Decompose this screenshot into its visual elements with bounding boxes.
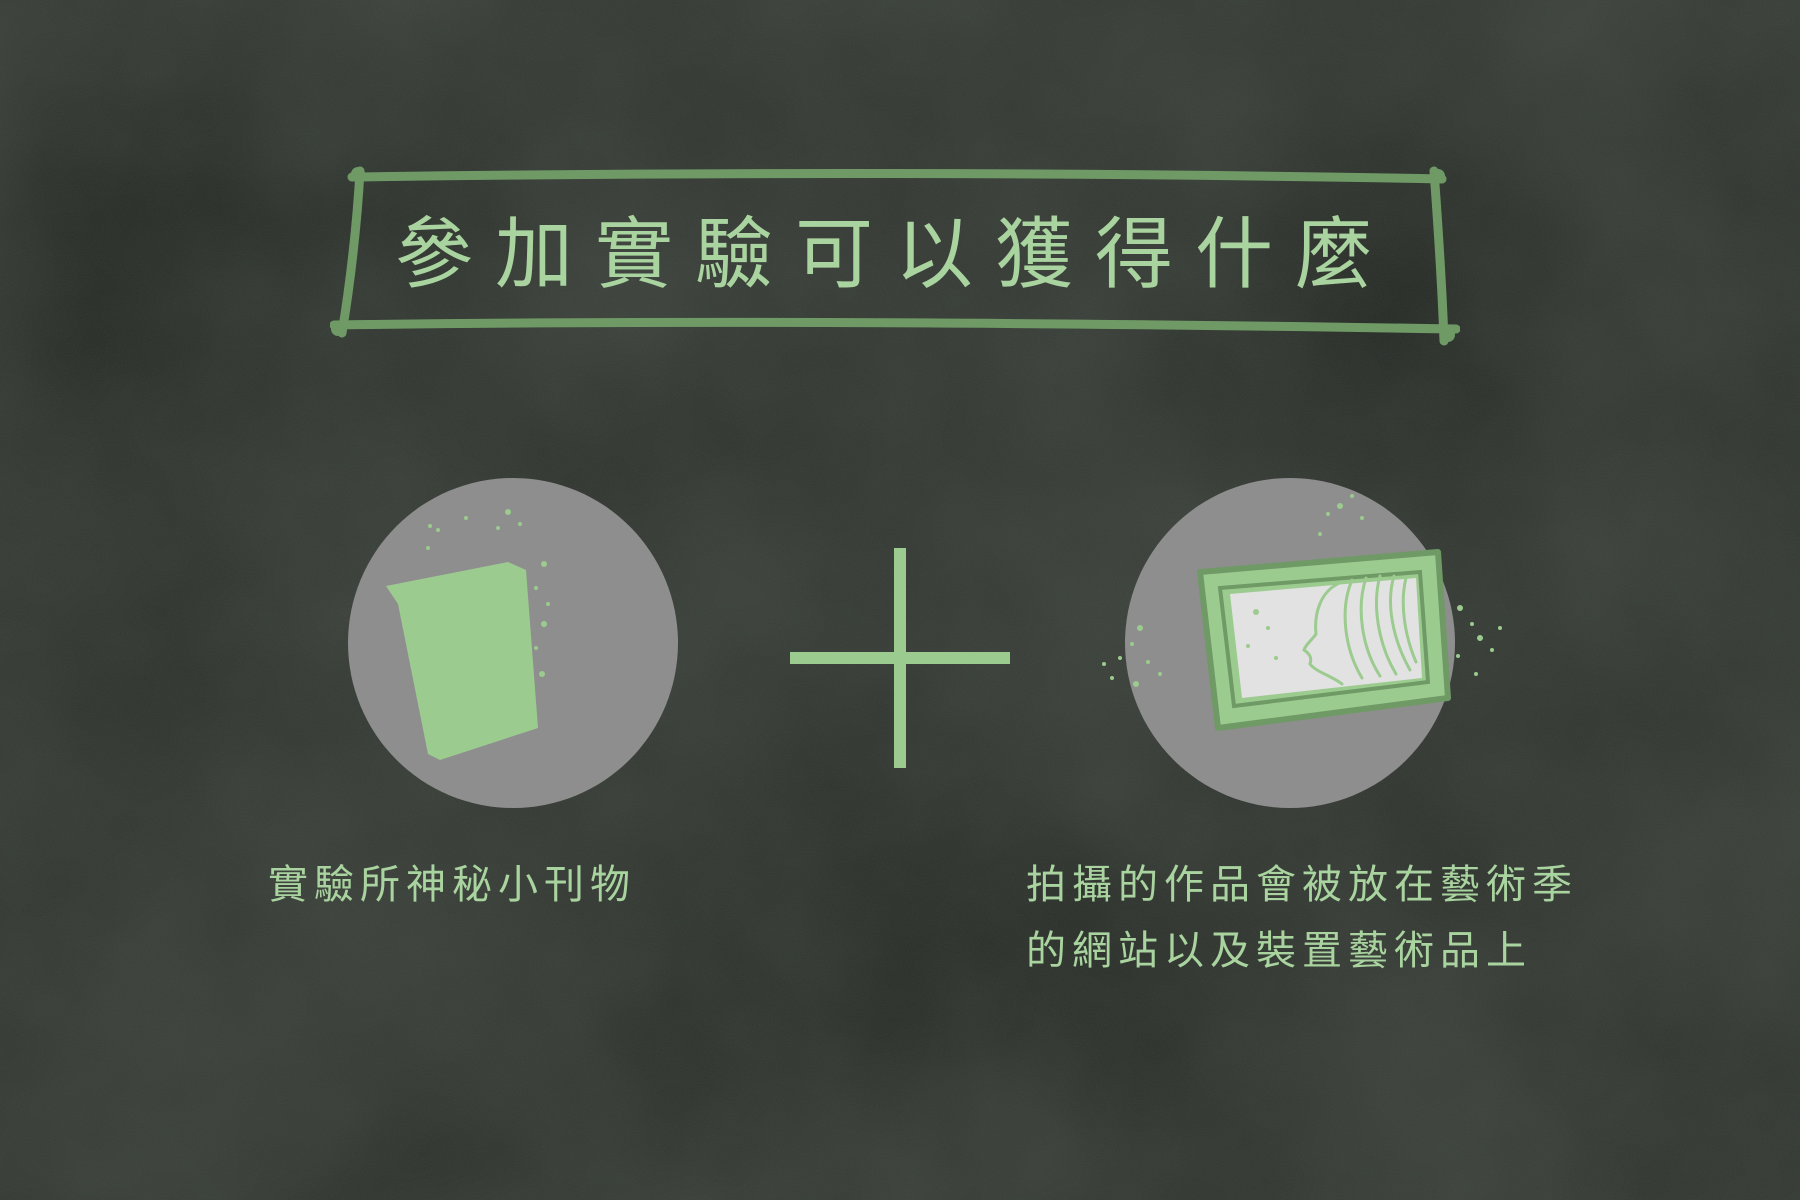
photo-caption: 拍攝的作品會被放在藝術季 的網站以及裝置藝術品上	[1026, 852, 1578, 984]
booklet-icon	[386, 509, 550, 760]
photo-caption-line-1: 拍攝的作品會被放在藝術季	[1026, 862, 1578, 908]
plus-icon	[790, 548, 1010, 768]
framed-photo-icon	[1102, 494, 1502, 731]
booklet-caption-line: 實驗所神秘小刊物	[268, 862, 636, 908]
page-title: 參加實驗可以獲得什麼	[394, 210, 1395, 300]
photo-caption-line-2: 的網站以及裝置藝術品上	[1026, 928, 1532, 974]
title-frame	[330, 166, 1460, 346]
booklet-caption: 實驗所神秘小刊物	[268, 852, 636, 918]
